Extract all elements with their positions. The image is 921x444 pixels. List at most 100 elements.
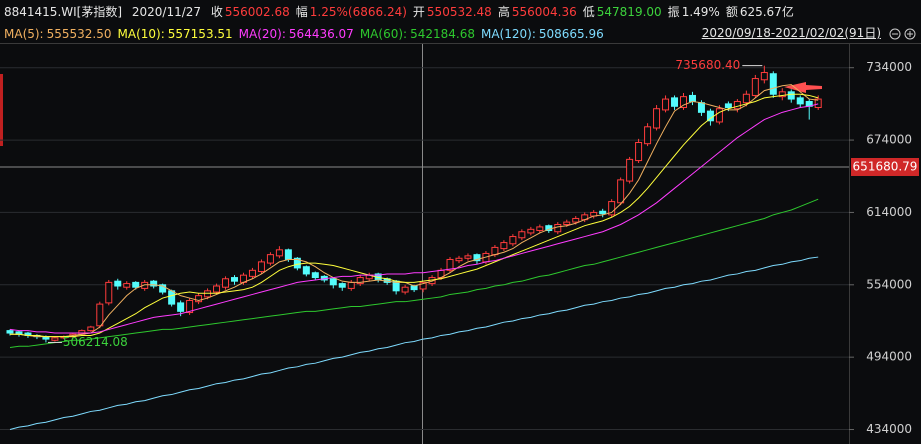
- candle-body: [769, 73, 777, 95]
- candle-body: [356, 277, 364, 285]
- ma-line: [9, 103, 819, 334]
- candle-body: [563, 221, 571, 225]
- legend-value: 555532.50: [46, 27, 112, 41]
- candle-body: [733, 100, 741, 110]
- quote-header: 8841415.WI[茅指数] 2020/11/27 收 556002.68 幅 1.…: [4, 2, 800, 22]
- candle-body: [266, 254, 274, 264]
- candle-body: [284, 249, 292, 260]
- candle-body: [599, 210, 607, 215]
- candle-body: [96, 303, 104, 327]
- y-tick-label: 614000: [866, 205, 912, 219]
- candle-body: [671, 97, 679, 107]
- quote-label: 收: [210, 5, 223, 19]
- ma-line: [9, 256, 819, 431]
- candle-body: [6, 330, 14, 334]
- date-range[interactable]: 2020/09/18-2021/02/02(91日): [701, 26, 881, 40]
- candle-body: [554, 223, 562, 233]
- y-tick-label: 554000: [866, 277, 912, 291]
- candle-body: [159, 284, 167, 293]
- candle-body: [464, 255, 472, 259]
- legend: MA(5): 555532.50 MA(10): 557153.51 MA(20): 56…: [4, 24, 610, 44]
- ma-line: [9, 198, 819, 349]
- quote-label: 振: [667, 5, 680, 19]
- candle-body: [724, 103, 732, 109]
- current-arrow: [784, 82, 822, 93]
- candle-body: [778, 91, 786, 98]
- candle-body: [168, 290, 176, 305]
- candle-body: [626, 158, 634, 182]
- max-label: 735680.40: [675, 58, 740, 72]
- candle-body: [419, 281, 427, 290]
- quote-label: 高: [497, 5, 510, 19]
- quote-value: 1.49%: [681, 5, 720, 19]
- candle-body: [302, 266, 310, 275]
- candle-body: [248, 269, 256, 277]
- candle-body: [662, 98, 670, 111]
- candle-body: [51, 337, 59, 341]
- candle-body: [527, 228, 535, 234]
- candle-body: [195, 295, 203, 303]
- candle-body: [509, 236, 517, 245]
- legend-value: 557153.51: [167, 27, 233, 41]
- crosshair-label: 651680.79: [853, 159, 918, 173]
- candle-body: [715, 108, 723, 123]
- candle-body: [787, 91, 795, 100]
- candle-body: [311, 272, 319, 279]
- candle-body: [275, 249, 283, 257]
- quote-label: 低: [582, 5, 595, 19]
- candle-body: [760, 72, 768, 81]
- legend-value: 564436.07: [288, 27, 354, 41]
- candle-body: [572, 217, 580, 223]
- min-label: 506214.08: [63, 335, 128, 349]
- candle-body: [222, 278, 230, 288]
- crosshair-label-bg: [851, 157, 919, 176]
- candle-body: [204, 290, 212, 298]
- y-tick-label: 674000: [866, 133, 912, 147]
- candle-body: [141, 281, 149, 289]
- zoom-in[interactable]: [904, 28, 916, 40]
- candle-body: [644, 126, 652, 145]
- candle-body: [653, 108, 661, 129]
- candle-body: [105, 281, 113, 304]
- quote-label: 额: [725, 5, 738, 19]
- zoom-buttons[interactable]: [889, 28, 916, 40]
- candle-body: [751, 78, 759, 96]
- candle-body: [491, 246, 499, 256]
- candle-body: [123, 283, 131, 288]
- quote-value: 556004.36: [511, 5, 577, 19]
- ma-line: [10, 84, 819, 338]
- candle-body: [338, 283, 346, 288]
- side-marker: [0, 74, 3, 146]
- legend-value: 508665.96: [538, 27, 604, 41]
- y-tick-label: 434000: [866, 422, 912, 436]
- candle-body: [150, 280, 158, 287]
- zoom-out[interactable]: [889, 28, 901, 40]
- candle-body: [608, 201, 616, 216]
- candle-body: [231, 277, 238, 282]
- candle-body: [814, 98, 822, 109]
- candle-body: [536, 226, 544, 232]
- candle-body: [177, 302, 185, 312]
- quote-label: 幅: [295, 5, 308, 19]
- quote-label: 开: [412, 5, 425, 19]
- candle-body: [132, 281, 140, 288]
- quote-value: 550532.48: [426, 5, 492, 19]
- candle-body: [635, 141, 643, 162]
- y-tick-label: 734000: [866, 60, 912, 74]
- candle-body: [455, 257, 463, 262]
- candle-body: [257, 261, 265, 273]
- quote-value: 547819.00: [596, 5, 662, 19]
- candle-body: [796, 97, 804, 105]
- y-tick-label: 494000: [866, 350, 912, 364]
- candle-body: [697, 102, 705, 113]
- legend-name: MA(20):: [238, 27, 286, 41]
- quote-value: 625.67亿: [739, 5, 794, 19]
- plot-bg: [0, 44, 921, 444]
- candle-body: [617, 179, 625, 204]
- legend-name: MA(60):: [359, 27, 408, 41]
- candle-body: [706, 110, 714, 122]
- legend-name: MA(5):: [4, 27, 44, 41]
- legend-value: 542184.68: [410, 27, 475, 41]
